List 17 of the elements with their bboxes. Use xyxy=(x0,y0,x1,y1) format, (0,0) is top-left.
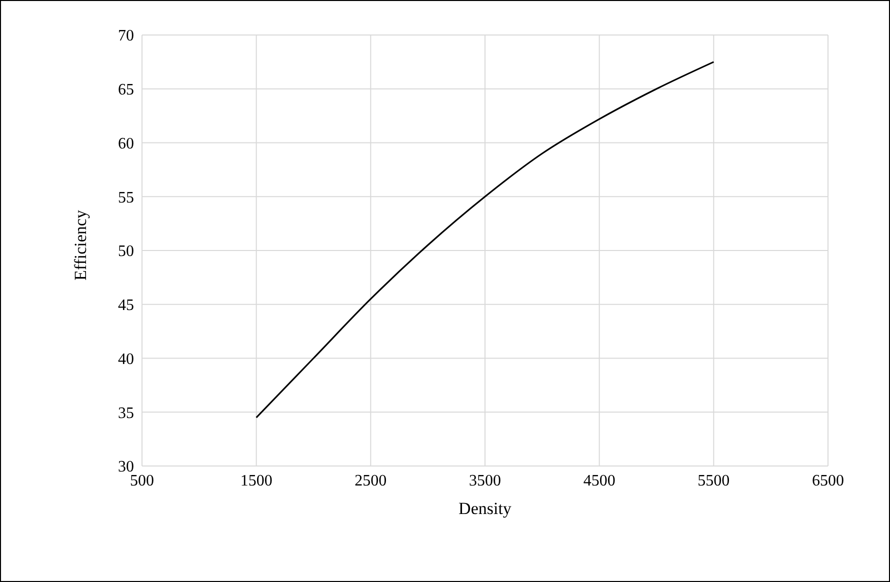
y-tick-label: 35 xyxy=(118,404,134,422)
x-tick-label: 3500 xyxy=(469,472,501,490)
x-tick-label: 6500 xyxy=(812,472,844,490)
x-tick-label: 1500 xyxy=(240,472,272,490)
y-tick-label: 45 xyxy=(118,297,134,314)
line-series xyxy=(256,61,714,418)
y-tick-label: 55 xyxy=(118,189,134,206)
y-axis-title: Efficiency xyxy=(71,210,90,280)
y-tick-label: 40 xyxy=(118,350,134,368)
x-tick-label: 2500 xyxy=(354,472,387,490)
y-tick-label: 60 xyxy=(118,135,134,152)
y-tick-label: 50 xyxy=(118,243,134,260)
x-tick-label: 4500 xyxy=(583,472,616,490)
x-axis-title: Density xyxy=(458,499,512,518)
y-tick-label: 70 xyxy=(118,28,134,45)
x-tick-label: 5500 xyxy=(698,472,730,490)
y-tick-label: 65 xyxy=(118,82,134,99)
